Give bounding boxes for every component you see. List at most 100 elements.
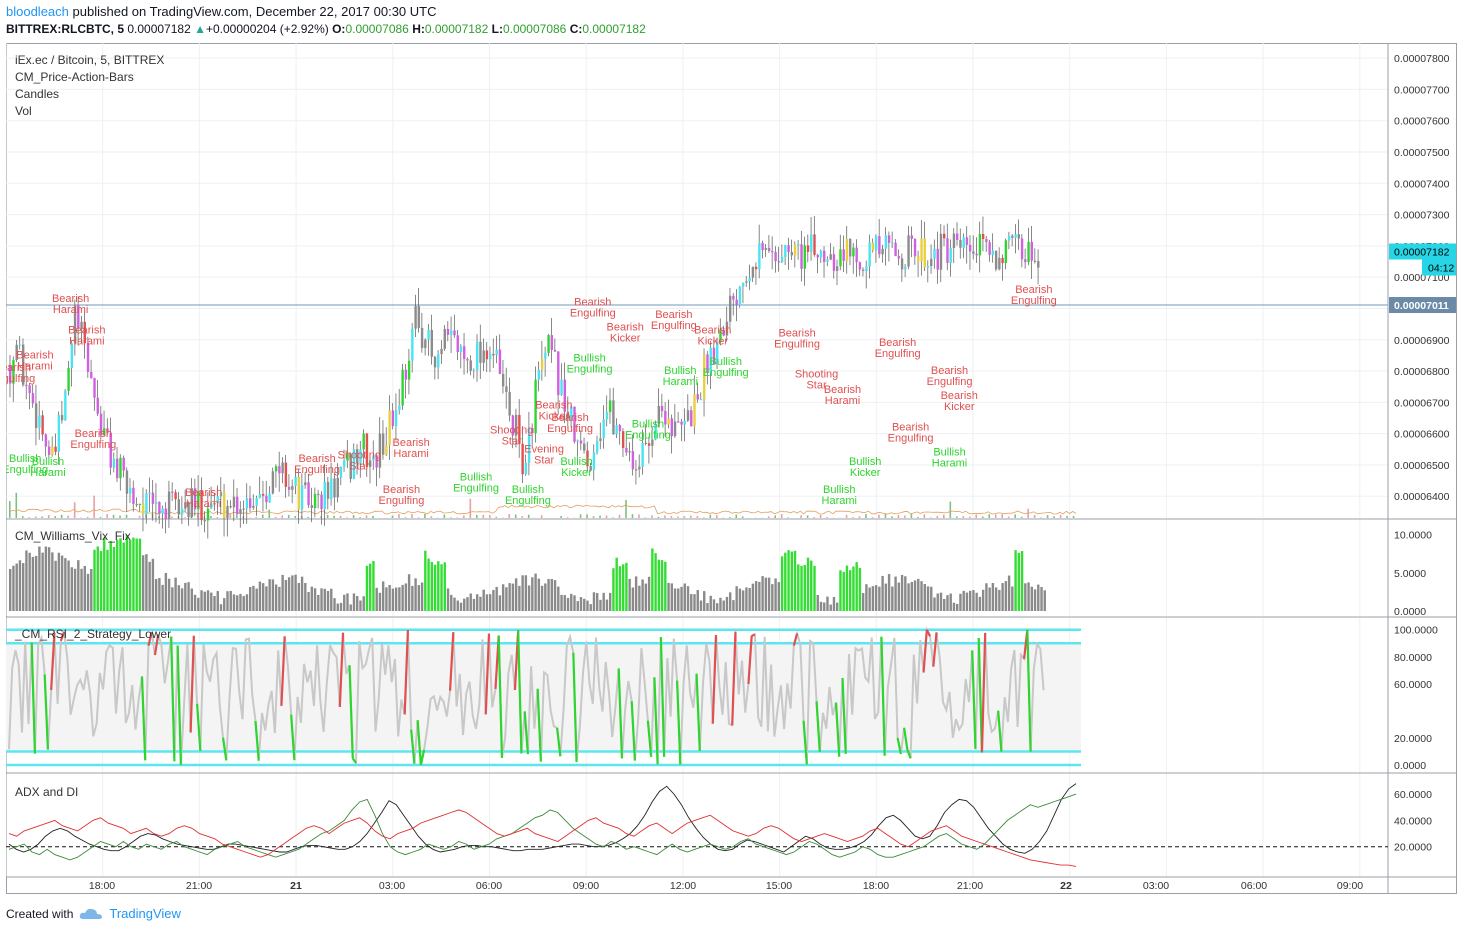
candle [206,508,210,521]
volume-bar [988,514,991,518]
candle [184,502,187,509]
volume-bar [463,515,465,518]
tradingview-link[interactable]: TradingView [109,906,181,921]
vix-bar [437,561,440,611]
pattern-label: Bearish [393,437,430,449]
vix-bar [391,588,395,611]
vix-bar [281,574,284,611]
rsi-sell-segment [980,632,987,753]
vix-bar [297,582,301,611]
candle [810,234,813,252]
candle [132,487,135,504]
vix-bar [751,583,755,611]
vix-bar [15,563,18,611]
vix-pane-title[interactable]: CM_Williams_Vix_Fix [15,529,131,543]
candle [501,373,505,387]
vix-bar [1004,581,1008,611]
vix-bar [346,593,349,611]
vix-bar [440,564,443,611]
candle [359,449,362,464]
chart-canvas[interactable]: 0.00006400 0.00006500 0.00006600 0.00006700… [6,43,1457,894]
candle [333,478,336,498]
vix-bar [300,576,304,611]
pattern-label: Bullish [460,472,492,484]
vix-bar [41,552,44,611]
candle [638,466,641,470]
indicator-vol[interactable]: Vol [15,104,32,118]
candle [848,238,852,257]
vix-bar [284,580,288,611]
vix-bar [1040,587,1043,611]
time-tick-label: 18:00 [89,880,115,892]
author-link[interactable]: bloodleach [6,4,69,19]
volume-bar [599,515,601,518]
volume-bar [274,516,277,518]
volume-bar [703,517,705,518]
vix-bar [829,604,832,611]
vix-bar [482,589,485,611]
candle [12,360,15,384]
vix-tick-label: 0.0000 [1394,606,1426,618]
vix-bars [9,535,1046,611]
candle [336,477,339,498]
vix-bar [754,581,758,611]
rsi-sell-segment [922,629,928,673]
volume-bars [9,492,1075,518]
rsi-pane-title[interactable]: _CM_RSI_2_Strategy_Lower [15,627,172,641]
rsi-sell-segment [59,631,66,642]
pattern-label: Bearish [655,309,692,321]
vix-bar [524,575,528,611]
candle [226,506,229,518]
rsi-buy-segment [536,688,542,762]
candle [690,410,693,427]
candle [628,451,631,453]
price-change: +0.00000204 (+2.92%) [205,22,329,36]
volume-bar [339,515,342,518]
vix-bar [939,592,943,611]
rsi-buy-segment [695,673,701,752]
candle [1014,234,1017,238]
volume-bar [540,515,543,518]
vix-bar [495,586,498,611]
vix-bar [874,585,878,611]
volume-bar [333,515,335,518]
price-tick-label: 0.00006400 [1394,491,1450,503]
candle [563,379,566,412]
vix-bar [320,588,323,611]
vix-bar [998,589,1001,611]
vix-bar [897,582,901,611]
vix-bar [232,594,236,611]
candle [985,239,988,243]
vix-bar [703,591,706,611]
rsi-sell-segment [751,633,756,637]
vix-bar [930,586,933,611]
close-value: 0.00007182 [582,22,646,36]
candle [764,247,768,250]
vix-bar [476,594,479,611]
indicator-price-action-bars[interactable]: CM_Price-Action-Bars [15,70,134,84]
vix-bar [602,592,605,611]
time-tick-label: 09:00 [1337,880,1363,892]
candle [25,384,28,387]
vix-bar [73,568,77,611]
candle [790,252,794,256]
vix-bar [806,557,810,611]
vix-bar [310,586,314,611]
vix-bar [823,602,826,611]
volume-bar [365,515,368,518]
vix-bar [466,597,469,611]
adx-pane-title[interactable]: ADX and DI [15,785,79,799]
candle [488,354,492,360]
vix-bar [356,596,359,611]
indicator-candles[interactable]: Candles [15,87,60,101]
candle [816,254,819,258]
pattern-label: Engulfing [294,464,340,476]
vix-bar [372,561,375,611]
vix-bar [920,581,923,611]
vix-bar [826,596,829,611]
candle [751,266,755,278]
candle [424,339,427,349]
candle [813,234,816,255]
candle [1027,241,1030,263]
vix-bar [463,598,466,611]
